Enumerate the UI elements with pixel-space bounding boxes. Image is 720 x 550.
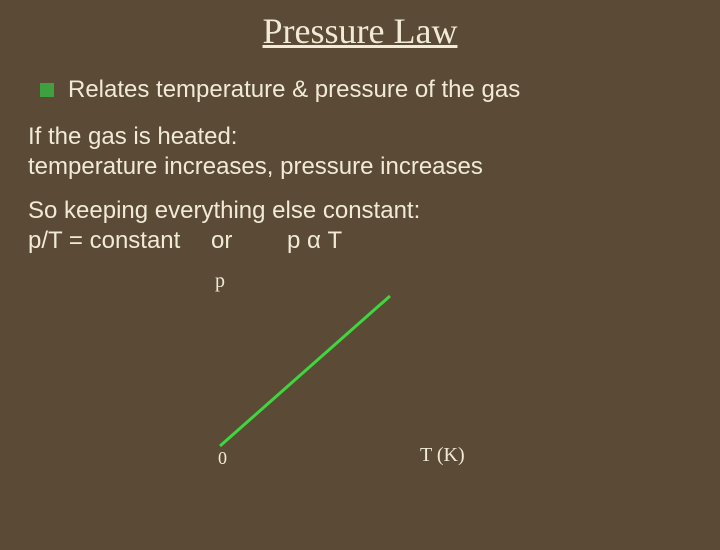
- bullet-row-1: Relates temperature & pressure of the ga…: [40, 76, 720, 104]
- bullet-text-1: Relates temperature & pressure of the ga…: [68, 76, 520, 104]
- body2-line1: So keeping everything else constant:: [28, 196, 720, 226]
- chart-line: [220, 296, 390, 446]
- body-block-1: If the gas is heated: temperature increa…: [28, 122, 720, 182]
- square-bullet-icon: [40, 83, 54, 97]
- slide-title: Pressure Law: [0, 10, 720, 52]
- body1-line1: If the gas is heated:: [28, 122, 720, 152]
- body-block-2: So keeping everything else constant: p/T…: [28, 196, 720, 256]
- body1-line2: temperature increases, pressure increase…: [28, 152, 720, 182]
- x-axis-label: T (K): [420, 444, 465, 467]
- chart-svg: [200, 276, 600, 476]
- origin-label: 0: [218, 448, 227, 469]
- pressure-temperature-chart: p 0 T (K): [200, 276, 600, 496]
- body2-line2: p/T = constant or p α T: [28, 226, 720, 256]
